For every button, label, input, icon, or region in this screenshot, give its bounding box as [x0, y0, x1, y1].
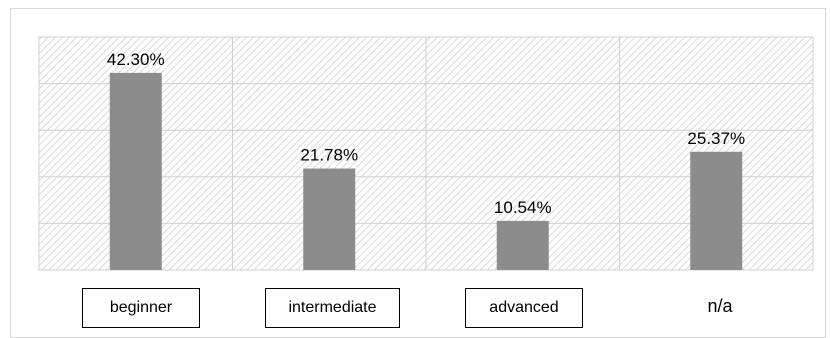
category-label-intermediate: intermediate	[265, 288, 400, 328]
bar-intermediate	[303, 168, 356, 270]
gridlines	[39, 37, 813, 270]
category-label-na: n/a	[707, 295, 733, 316]
bar-beginner	[109, 72, 162, 270]
data-label-beginner: 42.30%	[107, 50, 165, 69]
bar-chart: 42.30% 21.78% 10.54% 25.37%	[38, 36, 814, 271]
data-label-na: 25.37%	[687, 129, 745, 148]
bar-na	[690, 151, 743, 270]
data-label-intermediate: 21.78%	[300, 146, 358, 165]
data-labels: 42.30% 21.78% 10.54% 25.37%	[107, 50, 745, 217]
category-label-beginner: beginner	[82, 288, 200, 328]
bar-advanced	[496, 220, 549, 270]
category-label-advanced: advanced	[465, 288, 583, 328]
data-label-advanced: 10.54%	[494, 198, 552, 217]
bars	[109, 72, 743, 270]
